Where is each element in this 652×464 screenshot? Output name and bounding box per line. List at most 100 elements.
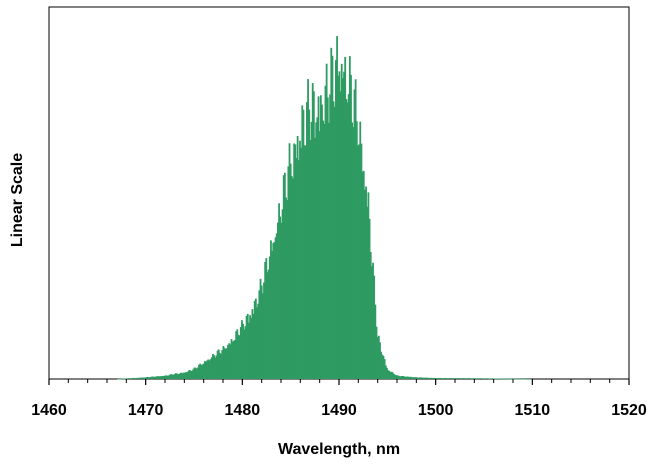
- spectrum-line: [492, 378, 495, 380]
- spectrum-line: [328, 122, 330, 380]
- spectrum-line: [358, 144, 361, 379]
- spectrum-line: [427, 377, 430, 379]
- spectrum-line: [489, 378, 492, 380]
- spectrum-line: [239, 327, 242, 379]
- y-axis-title: Linear Scale: [9, 153, 26, 247]
- spectrum-line: [430, 377, 432, 379]
- spectrum-line: [453, 378, 456, 379]
- spectrum-line: [368, 218, 371, 379]
- spectrum-line: [118, 378, 120, 380]
- spectrum-line: [304, 145, 307, 379]
- spectrum-line: [380, 351, 383, 379]
- spectrum-line: [524, 378, 526, 380]
- spectrum-line: [230, 339, 233, 379]
- spectrum-line: [136, 377, 139, 379]
- spectrum-line: [243, 329, 246, 379]
- spectrum-line: [316, 117, 319, 379]
- spectrum-line: [224, 348, 227, 379]
- spectrum-line: [397, 375, 400, 379]
- spectrum-line: [381, 354, 384, 379]
- spectrum-line: [299, 140, 301, 379]
- spectrum-line: [517, 378, 519, 380]
- spectrum-line: [303, 145, 306, 379]
- spectrum-line: [250, 317, 253, 379]
- spectrum-line: [440, 378, 443, 379]
- spectrum-line: [484, 378, 487, 379]
- spectrum-line: [216, 350, 219, 379]
- spectrum-line: [312, 91, 315, 379]
- spectrum-line: [225, 348, 228, 379]
- spectrum-line: [424, 377, 427, 379]
- spectrum-line: [480, 378, 482, 379]
- spectrum-line: [488, 378, 490, 380]
- spectrum-line: [130, 378, 133, 379]
- spectrum-line: [251, 309, 254, 379]
- spectrum-line: [384, 365, 387, 379]
- spectrum-line: [460, 378, 463, 379]
- spectrum-line: [135, 377, 138, 379]
- spectrum-line: [412, 377, 415, 379]
- spectrum-line: [326, 97, 329, 379]
- spectrum-line: [166, 375, 169, 379]
- spectrum-line: [294, 144, 297, 379]
- spectrum-line: [256, 307, 258, 379]
- spectrum-line: [203, 361, 206, 379]
- spectrum-line: [379, 342, 381, 379]
- spectrum-line: [271, 250, 274, 379]
- x-tick-label: 1520: [611, 402, 647, 419]
- spectrum-line: [352, 127, 355, 379]
- spectrum-line: [439, 377, 442, 379]
- spectrum-line: [503, 378, 506, 380]
- spectrum-line: [244, 326, 247, 379]
- spectrum-line: [268, 256, 271, 379]
- spectrum-line: [528, 378, 531, 380]
- spectrum-line: [417, 377, 420, 379]
- spectrum-line: [183, 372, 185, 379]
- spectrum-line: [306, 102, 308, 379]
- spectrum-line: [445, 378, 448, 379]
- spectrum-line: [282, 175, 285, 379]
- spectrum-line: [205, 361, 207, 379]
- spectrum-line: [423, 377, 425, 379]
- spectrum-line: [259, 278, 262, 379]
- spectrum-line: [285, 197, 287, 379]
- spectrum-line: [361, 171, 364, 379]
- spectrum-line: [415, 377, 417, 379]
- spectrum-line: [200, 365, 203, 379]
- spectrum-line: [279, 216, 282, 379]
- spectrum-line: [201, 364, 204, 379]
- spectrum-line: [158, 376, 161, 379]
- spectrum-line: [522, 378, 525, 380]
- spectrum-line: [127, 378, 130, 379]
- spectrum-line: [345, 99, 348, 379]
- spectrum-line: [289, 163, 292, 379]
- spectrum-line: [133, 377, 135, 379]
- x-tick-label: 1490: [321, 402, 357, 419]
- spectrum-line: [425, 377, 428, 379]
- spectrum-line: [514, 378, 517, 380]
- spectrum-line: [471, 378, 474, 379]
- spectrum-line: [229, 344, 232, 379]
- spectrum-line: [387, 370, 390, 379]
- spectrum-line: [267, 269, 270, 379]
- spectrum-line: [311, 83, 314, 379]
- spectrum-line: [431, 377, 434, 379]
- spectrum-line: [527, 378, 530, 380]
- spectrum-line: [198, 364, 200, 379]
- spectrum-line: [390, 371, 393, 379]
- spectrum-line: [236, 329, 239, 379]
- spectrum-line: [164, 375, 167, 379]
- spectrum-line: [335, 60, 337, 380]
- x-axis-title: Wavelength, nm: [278, 441, 400, 458]
- spectrum-line: [497, 378, 500, 380]
- spectrum-line: [141, 377, 144, 379]
- spectrum-line: [332, 101, 335, 380]
- spectrum-line: [151, 376, 154, 379]
- spectrum-line: [411, 377, 414, 379]
- spectrum-line: [455, 378, 458, 379]
- spectrum-line: [376, 336, 379, 379]
- spectrum-line: [190, 370, 192, 379]
- spectrum-line: [469, 378, 472, 379]
- spectrum-line: [148, 377, 151, 379]
- spectrum-line: [277, 222, 279, 379]
